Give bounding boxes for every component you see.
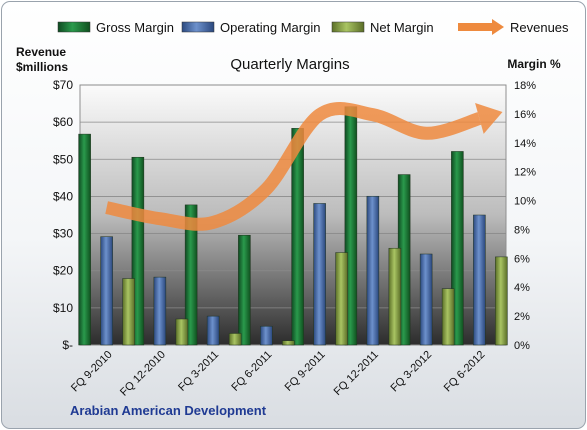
gross-margin-bar	[291, 128, 304, 346]
right-tick-label: 16%	[514, 109, 536, 121]
gross-margin-bar	[78, 133, 91, 346]
operating-margin-bar	[313, 203, 326, 346]
operating-margin-bar	[100, 236, 113, 346]
net-margin-bar	[495, 256, 508, 346]
chart-title: Quarterly Margins	[230, 56, 349, 73]
legend-operating-margin-swatch	[181, 21, 215, 33]
legend-net-margin-label: Net Margin	[370, 20, 434, 35]
operating-margin-bar	[419, 253, 433, 346]
gross-margin-bar	[238, 234, 251, 346]
category-label: FQ 9-2010	[69, 349, 115, 395]
left-tick-label: $10	[53, 301, 73, 315]
legend: Gross Margin Operating Margin Net Margin Re…	[57, 19, 569, 35]
right-tick-label: 14%	[514, 138, 536, 150]
left-axis-title-line-1: Revenue	[16, 45, 66, 59]
net-margin-bar	[122, 278, 135, 346]
category-label: FQ 3-2011	[176, 349, 221, 394]
net-margin-bar	[335, 252, 348, 346]
operating-margin-bar	[473, 214, 486, 346]
legend-operating-margin-label: Operating Margin	[220, 20, 320, 35]
operating-margin-bar	[153, 276, 167, 346]
legend-gross-margin-label: Gross Margin	[96, 20, 174, 35]
right-tick-label: 8%	[514, 224, 530, 236]
right-axis-title: Margin %	[507, 57, 561, 71]
left-tick-label: $50	[53, 152, 73, 166]
left-tick-label: $40	[53, 189, 73, 203]
net-margin-bar	[175, 318, 189, 346]
revenue-line-arrowhead	[475, 103, 503, 134]
gross-margin-bar	[184, 204, 198, 346]
right-tick-label: 4%	[514, 282, 530, 294]
category-label: FQ 9-2011	[283, 349, 328, 394]
left-tick-label: $70	[53, 78, 73, 92]
net-margin-bar	[441, 288, 455, 346]
footer-company-name: Arabian American Development	[70, 403, 267, 418]
right-tick-label: 10%	[514, 196, 536, 208]
operating-margin-bar	[366, 195, 380, 346]
category-label: FQ 3-2012	[389, 349, 435, 395]
right-tick-label: 12%	[514, 167, 536, 179]
right-tick-label: 0%	[514, 340, 530, 352]
left-tick-label: $30	[53, 227, 73, 241]
right-tick-label: 18%	[514, 80, 536, 92]
revenue-line-layer	[105, 101, 503, 231]
revenue-line	[105, 101, 482, 231]
net-margin-bar	[388, 247, 402, 346]
left-tick-label: $-	[62, 338, 73, 352]
legend-gross-margin-swatch	[57, 21, 91, 33]
legend-net-margin-swatch	[331, 21, 365, 33]
operating-margin-bar	[206, 315, 220, 346]
left-axis-title-line-2: $millions	[16, 60, 68, 74]
category-label: FQ 12-2010	[118, 349, 168, 399]
operating-margin-bar	[260, 325, 273, 346]
net-margin-bar	[228, 333, 242, 346]
right-tick-label: 6%	[514, 253, 530, 265]
legend-revenues-arrow	[492, 19, 504, 35]
right-tick-label: 2%	[514, 311, 530, 323]
category-label: FQ 6-2012	[442, 349, 488, 395]
net-margin-bar	[282, 340, 295, 346]
left-tick-label: $20	[53, 264, 73, 278]
left-tick-label: $60	[53, 115, 73, 129]
bars-layer	[78, 106, 508, 346]
legend-revenues-label: Revenues	[510, 20, 569, 35]
category-label: FQ 12-2011	[332, 349, 381, 398]
category-label: FQ 6-2011	[229, 349, 274, 394]
